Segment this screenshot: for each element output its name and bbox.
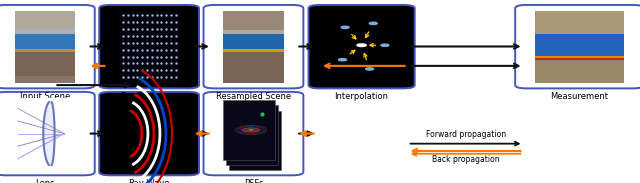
Bar [535, 11, 624, 40]
FancyBboxPatch shape [308, 5, 415, 88]
Bar [15, 11, 75, 47]
FancyBboxPatch shape [0, 5, 95, 88]
Bar [223, 100, 275, 160]
Circle shape [365, 68, 374, 70]
Bar [223, 49, 284, 52]
FancyBboxPatch shape [204, 5, 303, 88]
Bar [15, 34, 75, 50]
Bar [119, 98, 179, 170]
Bar [535, 40, 624, 83]
Bar [15, 49, 75, 52]
Bar [229, 111, 281, 170]
Text: Ray-Wave
Propagation: Ray-Wave Propagation [124, 179, 175, 183]
Text: Lens: Lens [35, 179, 54, 183]
FancyBboxPatch shape [204, 92, 303, 175]
Bar [119, 11, 179, 83]
Bar [15, 52, 75, 76]
Bar [535, 58, 624, 60]
Circle shape [339, 59, 346, 61]
Bar [223, 34, 284, 50]
Text: Resampled Scene: Resampled Scene [216, 92, 291, 101]
FancyBboxPatch shape [515, 5, 640, 88]
Text: Back propagation: Back propagation [432, 155, 500, 164]
Bar [223, 30, 284, 34]
Bar [223, 43, 284, 83]
Bar [535, 56, 624, 59]
Text: Forward propagation: Forward propagation [426, 130, 506, 139]
Circle shape [381, 44, 389, 46]
Text: PSFs: PSFs [244, 179, 263, 183]
Bar [535, 34, 624, 57]
Circle shape [249, 129, 253, 130]
Bar [15, 47, 75, 83]
Circle shape [369, 22, 377, 25]
Bar [15, 29, 75, 34]
Bar [15, 98, 75, 170]
Circle shape [341, 26, 349, 29]
FancyBboxPatch shape [99, 5, 199, 88]
Text: Input Scene: Input Scene [20, 92, 70, 101]
Text: Interpolation: Interpolation [335, 92, 388, 101]
Bar [223, 11, 284, 43]
Polygon shape [44, 102, 54, 165]
FancyBboxPatch shape [0, 92, 95, 175]
Bar [227, 105, 278, 165]
FancyBboxPatch shape [99, 92, 199, 175]
Text: Pre-Distortion: Pre-Distortion [120, 92, 178, 101]
Bar [328, 11, 395, 83]
Circle shape [357, 44, 366, 46]
Text: Measurement: Measurement [550, 92, 609, 101]
